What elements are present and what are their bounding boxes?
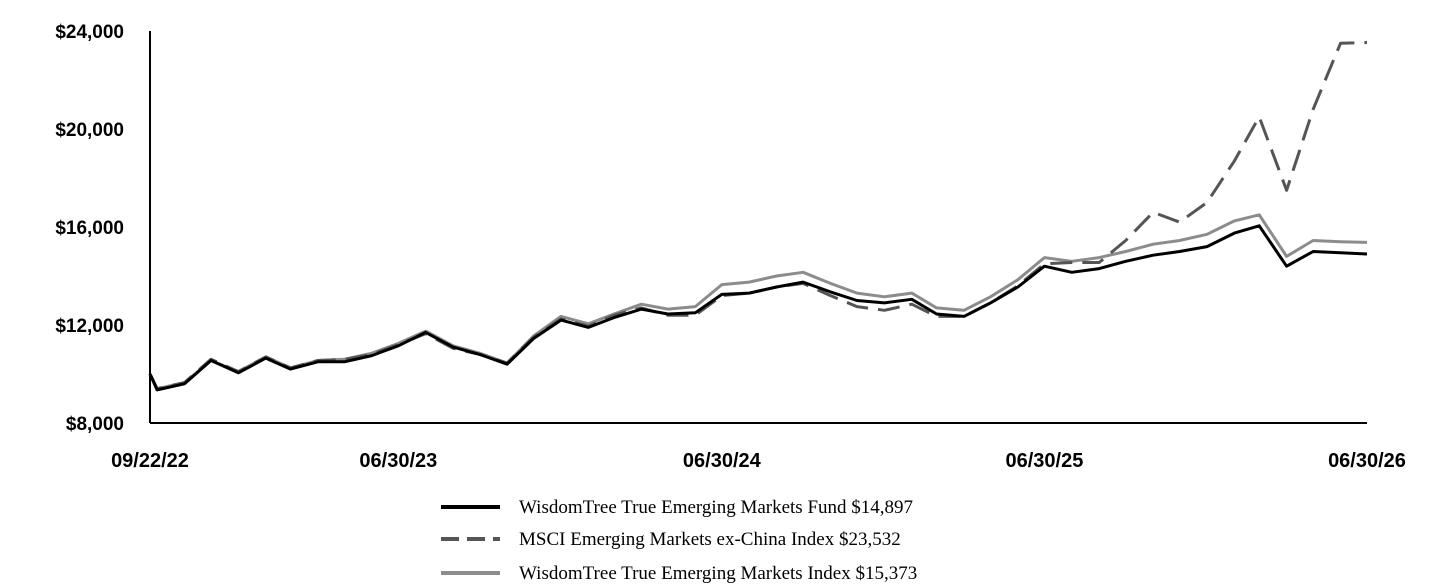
y-tick-label: $12,000 bbox=[55, 316, 124, 337]
y-tick-label: $24,000 bbox=[55, 22, 124, 43]
y-tick-label: $8,000 bbox=[66, 414, 124, 435]
x-tick-label: 06/30/25 bbox=[1005, 450, 1083, 472]
x-tick-label: 06/30/23 bbox=[359, 450, 437, 472]
legend-label: WisdomTree True Emerging Markets Index $… bbox=[519, 563, 917, 584]
y-axis-ticks: $8,000 $12,000 $16,000 $20,000 $24,000 bbox=[55, 22, 124, 435]
series-lines bbox=[148, 41, 1368, 392]
legend-label: WisdomTree True Emerging Markets Fund $1… bbox=[519, 497, 913, 518]
x-axis-ticks: 09/22/22 06/30/23 06/30/24 06/30/25 06/30/26 bbox=[111, 450, 1406, 472]
legend: WisdomTree True Emerging Markets Fund $1… bbox=[441, 497, 917, 584]
series-line-2 bbox=[148, 41, 1368, 391]
y-tick-label: $20,000 bbox=[55, 120, 124, 141]
x-tick-label: 09/22/22 bbox=[111, 450, 189, 472]
series-line-1 bbox=[148, 224, 1368, 392]
y-tick-label: $16,000 bbox=[55, 218, 124, 239]
legend-label: MSCI Emerging Markets ex-China Index $23… bbox=[519, 529, 901, 550]
x-tick-label: 06/30/24 bbox=[683, 450, 762, 472]
x-tick-label: 06/30/26 bbox=[1328, 450, 1406, 472]
